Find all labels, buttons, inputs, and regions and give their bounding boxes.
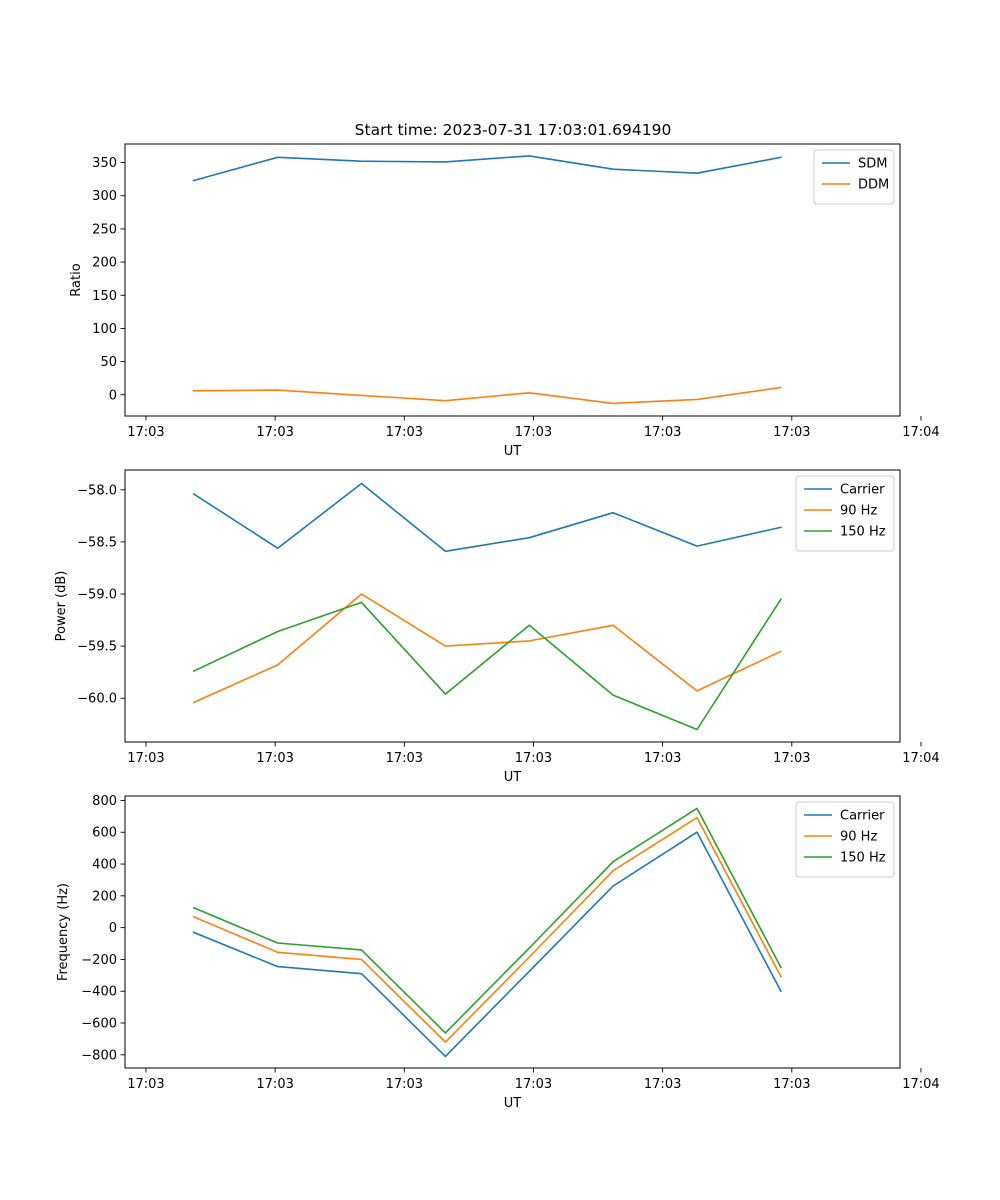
x-tick-label: 17:03 [127, 751, 164, 766]
x-tick-label: 17:03 [644, 1077, 681, 1092]
chart-title: Start time: 2023-07-31 17:03:01.694190 [355, 121, 672, 139]
chart-panel-power: 17:03 17:03 17:03 17:03 17:03 17:03 17:04 −60.0… [54, 469, 940, 785]
legend: Carrier 90 Hz 150 Hz [795, 475, 895, 552]
y-tick-label: −58.5 [77, 535, 117, 550]
y-tick-label: −600 [81, 1017, 117, 1032]
legend: SDM DDM [813, 149, 895, 205]
y-axis-label: Power (dB) [54, 571, 69, 642]
x-axis-label: UT [504, 1096, 522, 1111]
x-tick-label: 17:03 [386, 425, 423, 440]
y-tick-label: 0 [109, 388, 117, 403]
chart-panel-ratio: 17:03 17:03 17:03 17:03 17:03 17:03 17:04 0 50 10… [69, 143, 940, 459]
x-tick-label: 17:03 [773, 425, 810, 440]
y-tick-label: −60.0 [77, 692, 117, 707]
y-tick-label: −58.0 [77, 483, 117, 498]
y-tick-label: −59.5 [77, 640, 117, 655]
x-tick-label: 17:04 [902, 1077, 939, 1092]
legend-label: 150 Hz [840, 525, 886, 540]
x-tick-label: 17:04 [902, 425, 939, 440]
x-tick-label: 17:04 [902, 751, 939, 766]
x-tick-label: 17:03 [515, 1077, 552, 1092]
legend-label: Carrier [840, 809, 885, 824]
legend-box [795, 475, 895, 552]
y-tick-label: 50 [100, 355, 117, 370]
legend-label: 90 Hz [840, 504, 877, 519]
series-line-150-hz [192, 807, 782, 1034]
y-tick-label: 300 [92, 189, 117, 204]
legend-label: DDM [858, 178, 889, 193]
x-tick-label: 17:03 [515, 425, 552, 440]
legend: Carrier 90 Hz 150 Hz [795, 801, 895, 878]
y-tick-label: 350 [92, 156, 117, 171]
series-line-sdm [192, 155, 782, 182]
y-axis-label: Frequency (Hz) [56, 883, 71, 981]
y-axis-label: Ratio [69, 263, 84, 296]
y-tick-label: −400 [81, 985, 117, 1000]
x-tick-label: 17:03 [386, 1077, 423, 1092]
x-tick-label: 17:03 [386, 751, 423, 766]
legend-label: 90 Hz [840, 830, 877, 845]
y-tick-label: 800 [92, 794, 117, 809]
x-tick-label: 17:03 [773, 1077, 810, 1092]
y-tick-label: 200 [92, 256, 117, 271]
legend-box [795, 801, 895, 878]
x-tick-label: 17:03 [256, 1077, 293, 1092]
series-line-90-hz [192, 816, 782, 1043]
series-line-carrier [192, 831, 782, 1058]
x-tick-label: 17:03 [127, 425, 164, 440]
x-axis-label: UT [504, 444, 522, 459]
series-line-ddm [192, 386, 782, 405]
x-axis-label: UT [504, 770, 522, 785]
x-tick-label: 17:03 [256, 425, 293, 440]
axes-frame [124, 795, 901, 1069]
series-line-150-hz [192, 598, 783, 731]
axes-frame [124, 469, 901, 743]
y-tick-label: 400 [92, 858, 117, 873]
legend-label: Carrier [840, 483, 885, 498]
x-tick-label: 17:03 [515, 751, 552, 766]
series-line-carrier [192, 482, 782, 553]
x-tick-label: 17:03 [644, 425, 681, 440]
y-tick-label: 100 [92, 322, 117, 337]
x-tick-label: 17:03 [773, 751, 810, 766]
y-tick-label: 150 [92, 289, 117, 304]
y-tick-label: −59.0 [77, 588, 117, 603]
legend-label: SDM [858, 157, 887, 172]
series-line-90-hz [192, 593, 782, 704]
x-tick-label: 17:03 [256, 751, 293, 766]
x-tick-label: 17:03 [644, 751, 681, 766]
y-tick-label: −800 [81, 1048, 117, 1063]
y-tick-label: 0 [109, 921, 117, 936]
y-tick-label: 200 [92, 889, 117, 904]
legend-label: 150 Hz [840, 851, 886, 866]
x-tick-label: 17:03 [127, 1077, 164, 1092]
y-tick-label: 600 [92, 826, 117, 841]
chart-panel-frequency: 17:03 17:03 17:03 17:03 17:03 17:03 17:04 −800 −… [56, 794, 940, 1111]
y-tick-label: 250 [92, 222, 117, 237]
y-tick-label: −200 [81, 953, 117, 968]
axes-frame [124, 143, 901, 417]
